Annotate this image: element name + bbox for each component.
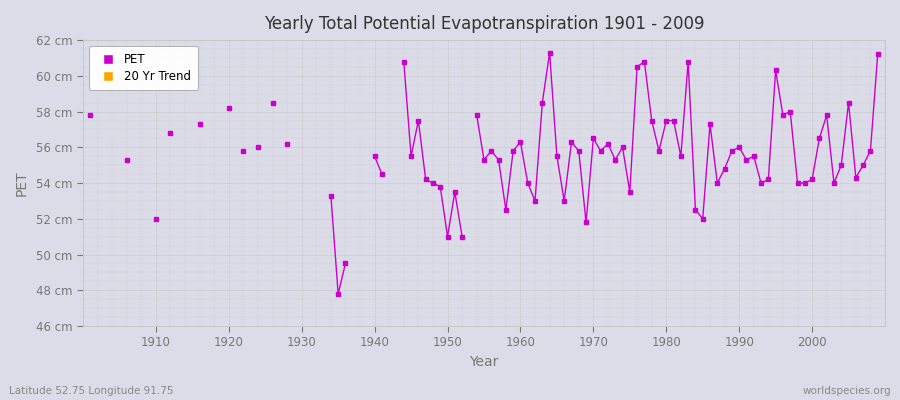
Legend: PET, 20 Yr Trend: PET, 20 Yr Trend	[89, 46, 198, 90]
X-axis label: Year: Year	[469, 355, 499, 369]
Text: worldspecies.org: worldspecies.org	[803, 386, 891, 396]
Y-axis label: PET: PET	[15, 170, 29, 196]
Title: Yearly Total Potential Evapotranspiration 1901 - 2009: Yearly Total Potential Evapotranspiratio…	[264, 15, 704, 33]
Text: Latitude 52.75 Longitude 91.75: Latitude 52.75 Longitude 91.75	[9, 386, 174, 396]
